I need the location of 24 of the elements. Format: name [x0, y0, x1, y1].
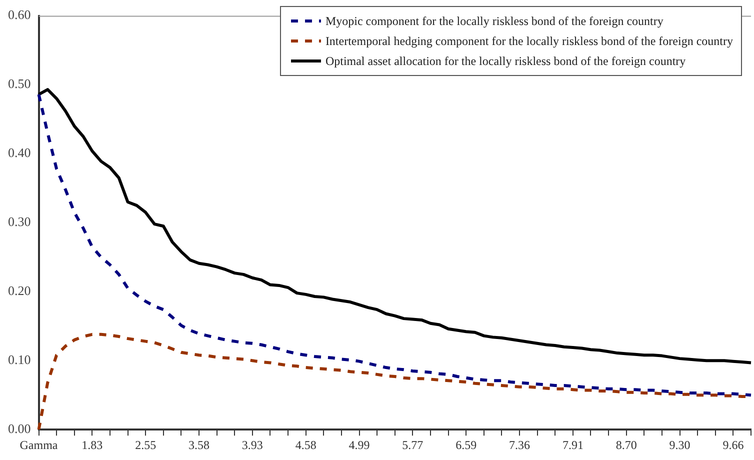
x-tick-label: 4.99 [348, 438, 370, 452]
x-tick-label: 9.30 [669, 438, 690, 452]
y-tick-label: 0.40 [8, 145, 31, 160]
legend-label: Optimal asset allocation for the locally riskless bond of the foreign country [325, 54, 686, 68]
x-tick-label: 4.58 [295, 438, 316, 452]
y-tick-label: 0.30 [8, 214, 31, 230]
legend-label: Myopic component for the locally riskless bond of the foreign country [325, 14, 664, 28]
y-tick-label: 0.50 [8, 76, 31, 92]
y-tick-label: 0.00 [8, 421, 31, 436]
x-tick-label: 2.55 [135, 438, 156, 452]
x-tick-label: 5.77 [402, 438, 424, 452]
x-tick-label: 7.91 [562, 438, 584, 452]
x-tick-label: 3.93 [242, 438, 263, 452]
x-tick-label: 6.59 [456, 438, 477, 452]
x-tick-label: 7.36 [509, 438, 530, 452]
x-tick-label: 8.70 [616, 438, 637, 452]
y-tick-label: 0.20 [8, 283, 31, 298]
y-tick-label: 0.60 [8, 7, 31, 22]
x-tick-label: Gamma [20, 438, 58, 452]
x-tick-label: 3.58 [188, 438, 210, 452]
x-tick-label: 1.83 [82, 438, 103, 452]
y-tick-label: 0.10 [8, 352, 31, 368]
legend-label: Intertemporal hedging component for the locally riskless bond of the foreign country [325, 34, 733, 48]
x-tick-label: 9.66 [722, 438, 744, 452]
